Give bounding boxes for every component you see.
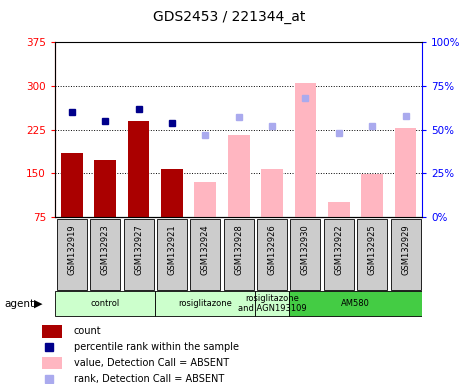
- FancyBboxPatch shape: [157, 219, 187, 290]
- Text: GSM132921: GSM132921: [168, 225, 176, 275]
- Bar: [328, 202, 350, 217]
- Text: GSM132925: GSM132925: [368, 225, 377, 275]
- Text: GDS2453 / 221344_at: GDS2453 / 221344_at: [153, 10, 306, 23]
- Text: GSM132922: GSM132922: [334, 225, 343, 275]
- Text: GSM132928: GSM132928: [234, 225, 243, 275]
- Text: value, Detection Call = ABSENT: value, Detection Call = ABSENT: [74, 358, 229, 368]
- Text: rosiglitazone: rosiglitazone: [179, 299, 232, 308]
- Text: ▶: ▶: [34, 299, 43, 309]
- Text: GSM132923: GSM132923: [101, 225, 110, 275]
- FancyBboxPatch shape: [391, 219, 420, 290]
- FancyBboxPatch shape: [224, 219, 254, 290]
- FancyBboxPatch shape: [357, 219, 387, 290]
- Text: rosiglitazone
and AGN193109: rosiglitazone and AGN193109: [238, 294, 306, 313]
- FancyBboxPatch shape: [57, 219, 87, 290]
- Bar: [42, 325, 62, 338]
- Bar: [195, 182, 216, 217]
- FancyBboxPatch shape: [90, 219, 120, 290]
- FancyBboxPatch shape: [155, 291, 255, 316]
- Bar: [94, 161, 116, 217]
- FancyBboxPatch shape: [55, 291, 155, 316]
- Bar: [295, 83, 316, 217]
- Text: control: control: [90, 299, 120, 308]
- Bar: [395, 128, 416, 217]
- FancyBboxPatch shape: [291, 219, 320, 290]
- FancyBboxPatch shape: [257, 219, 287, 290]
- Bar: [228, 136, 250, 217]
- Bar: [361, 174, 383, 217]
- FancyBboxPatch shape: [324, 219, 354, 290]
- Text: GSM132924: GSM132924: [201, 225, 210, 275]
- Bar: [61, 153, 83, 217]
- Text: AM580: AM580: [341, 299, 370, 308]
- Bar: [161, 169, 183, 217]
- Text: count: count: [74, 326, 101, 336]
- Bar: [42, 357, 62, 369]
- Bar: [128, 121, 149, 217]
- Bar: [261, 169, 283, 217]
- Text: GSM132919: GSM132919: [67, 225, 76, 275]
- Text: GSM132927: GSM132927: [134, 225, 143, 275]
- FancyBboxPatch shape: [123, 219, 154, 290]
- FancyBboxPatch shape: [255, 291, 289, 316]
- FancyBboxPatch shape: [190, 219, 220, 290]
- Text: rank, Detection Call = ABSENT: rank, Detection Call = ABSENT: [74, 374, 224, 384]
- Text: GSM132930: GSM132930: [301, 225, 310, 275]
- FancyBboxPatch shape: [289, 291, 422, 316]
- Text: agent: agent: [5, 299, 35, 309]
- Text: GSM132926: GSM132926: [268, 225, 277, 275]
- Text: percentile rank within the sample: percentile rank within the sample: [74, 342, 239, 352]
- Text: GSM132929: GSM132929: [401, 225, 410, 275]
